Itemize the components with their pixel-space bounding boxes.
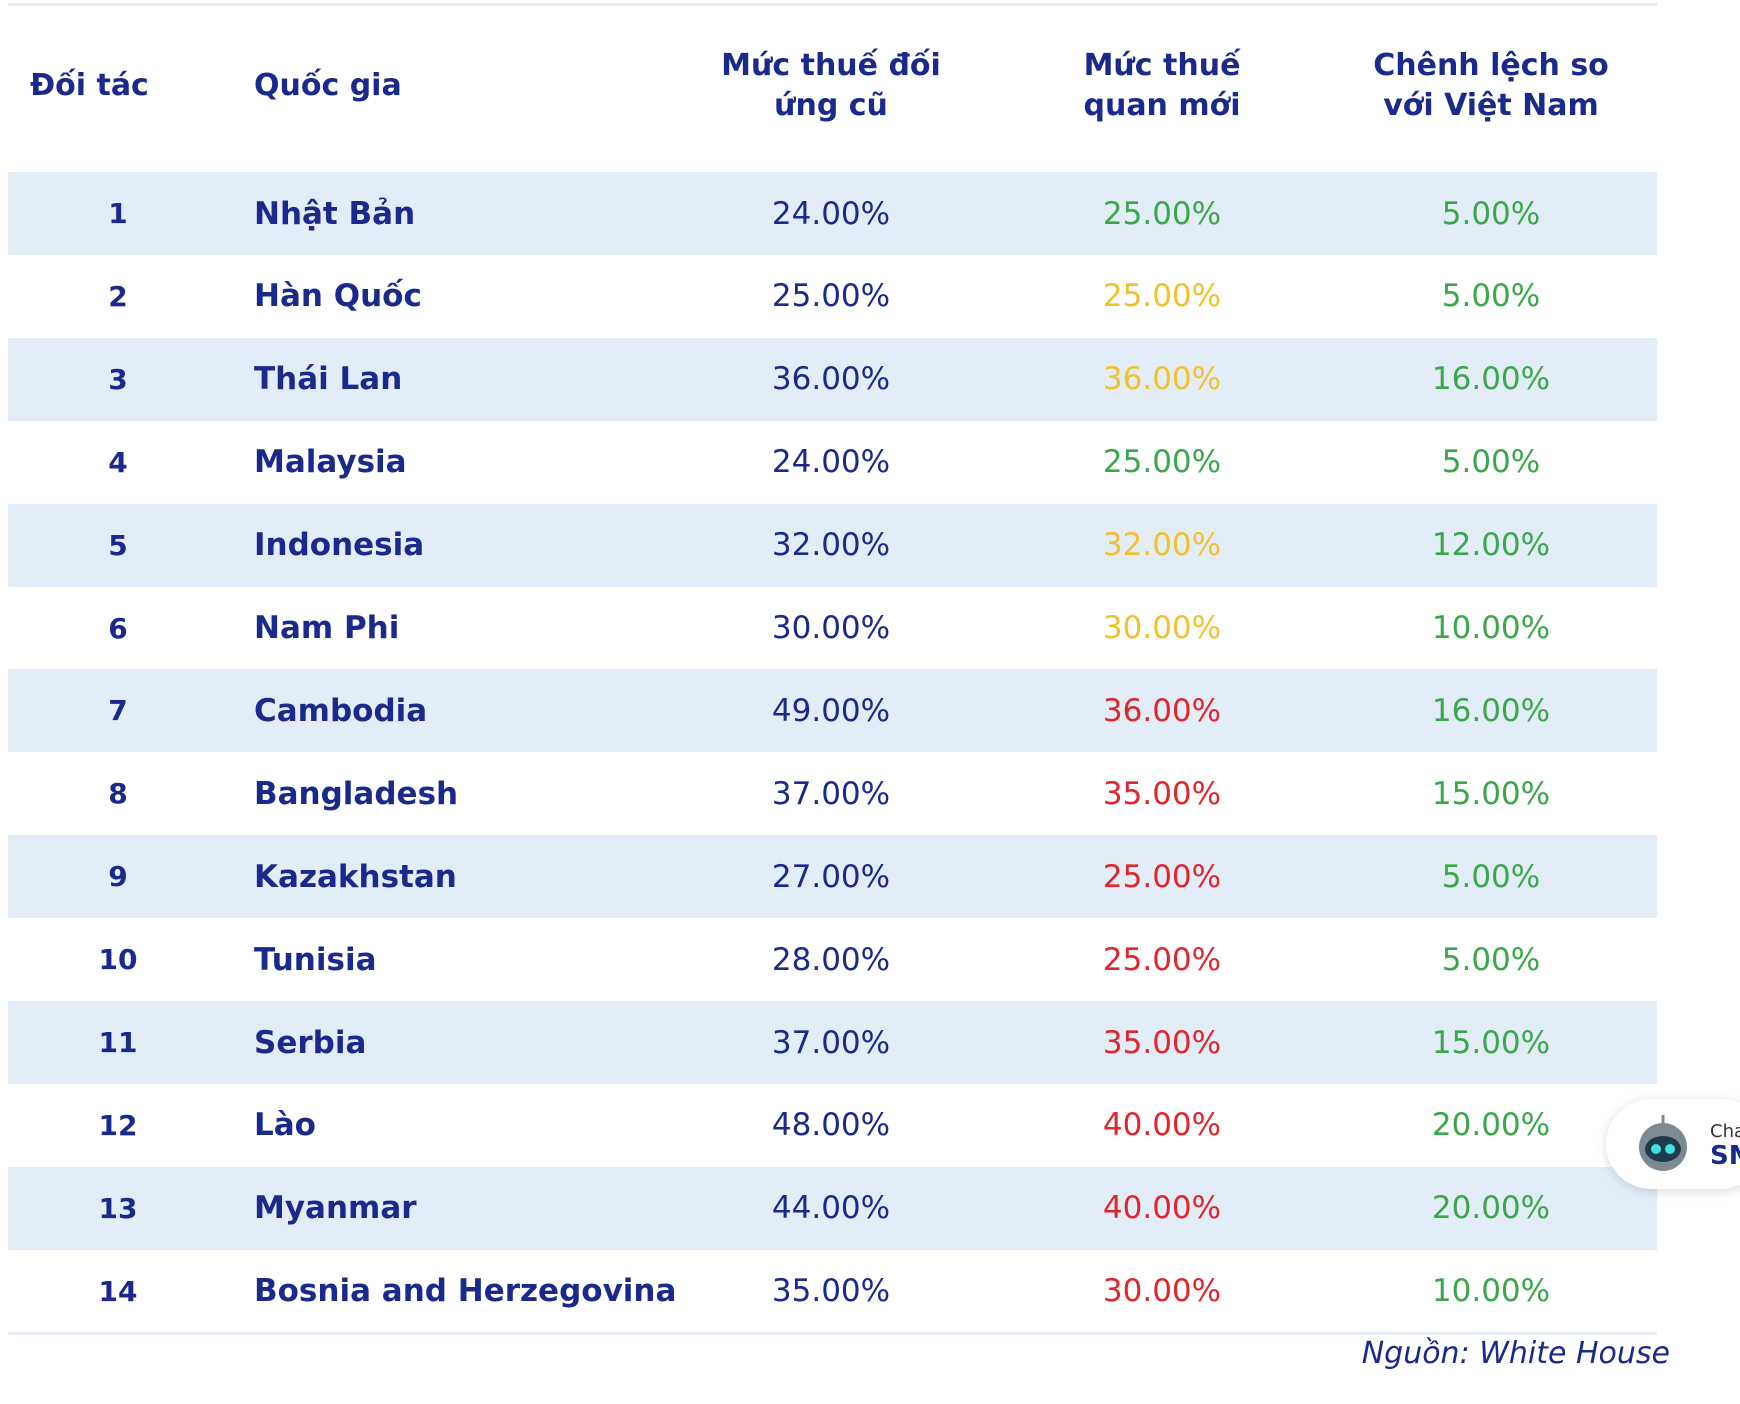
- table-cell: 5.00%: [1441, 195, 1541, 232]
- table-cell: 12: [98, 1108, 138, 1142]
- table-row: 12 Lào 48.00% 40.00% 20.00%: [8, 1084, 1657, 1167]
- table-cell: 4: [108, 445, 128, 479]
- chat-widget[interactable]: Cha SM: [1606, 1099, 1740, 1189]
- table-cell: 32.00%: [771, 527, 891, 564]
- table-cell: 5.00%: [1441, 444, 1541, 481]
- table-row: 10 Tunisia 28.00% 25.00% 5.00%: [8, 918, 1657, 1001]
- table-cell: Cambodia: [254, 692, 428, 729]
- table-cell: 49.00%: [771, 692, 891, 729]
- header-cell: Mức thuế đối ứng cũ: [721, 48, 941, 123]
- table-cell: 9: [108, 860, 128, 894]
- table-cell: 16.00%: [1431, 361, 1551, 398]
- table-cell: 14: [98, 1274, 138, 1308]
- table-cell: Bangladesh: [254, 775, 459, 812]
- table-cell: 8: [108, 777, 128, 811]
- table-row: 13 Myanmar 44.00% 40.00% 20.00%: [8, 1166, 1657, 1250]
- divider: [8, 3, 1657, 6]
- table-cell: 30.00%: [1102, 1273, 1222, 1310]
- table-cell: 28.00%: [771, 941, 891, 978]
- table-row: 9 Kazakhstan 27.00% 25.00% 5.00%: [8, 835, 1657, 919]
- table-cell: 48.00%: [771, 1107, 891, 1144]
- table-cell: 11: [98, 1026, 138, 1059]
- table-cell: Thái Lan: [254, 361, 403, 398]
- table-row: 1 Nhật Bản 24.00% 25.00% 5.00%: [8, 172, 1657, 255]
- table-cell: 16.00%: [1431, 692, 1551, 729]
- table-cell: 40.00%: [1102, 1190, 1222, 1227]
- table-cell: 27.00%: [771, 858, 891, 895]
- table-cell: 25.00%: [1102, 858, 1222, 895]
- header-cell: Chênh lệch so với Việt Nam: [1373, 48, 1609, 123]
- table-row: 3 Thái Lan 36.00% 36.00% 16.00%: [8, 337, 1657, 421]
- source: Nguồn: White House: [1361, 1336, 1670, 1371]
- table-cell: 10.00%: [1431, 610, 1551, 646]
- table-cell: 25.00%: [1102, 444, 1222, 481]
- table-cell: 10: [98, 943, 138, 977]
- table-cell: 32.00%: [1102, 527, 1222, 564]
- table-cell: 12.00%: [1431, 527, 1551, 564]
- table-row: 4 Malaysia 24.00% 25.00% 5.00%: [8, 421, 1657, 504]
- table-row: 8 Bangladesh 37.00% 35.00% 15.00%: [8, 752, 1657, 835]
- table-cell: 6: [108, 611, 128, 645]
- table-cell: 37.00%: [771, 775, 891, 812]
- table-row: 11 Serbia 37.00% 35.00% 15.00%: [8, 1001, 1657, 1084]
- table-cell: 3: [108, 362, 128, 396]
- table-row: 14 Bosnia and Herzegovina 35.00% 30.00% 10.0…: [8, 1250, 1657, 1333]
- table-cell: 36.00%: [1102, 692, 1222, 729]
- table-cell: Myanmar: [254, 1190, 417, 1227]
- table-cell: 24.00%: [771, 444, 891, 481]
- table-cell: 25.00%: [1102, 941, 1222, 978]
- table-cell: 35.00%: [771, 1273, 891, 1310]
- table-cell: Nhật Bản: [254, 195, 416, 232]
- table-cell: Kazakhstan: [254, 858, 457, 895]
- table-cell: Malaysia: [254, 444, 407, 481]
- table-cell: Tunisia: [254, 941, 377, 978]
- table-cell: 40.00%: [1102, 1107, 1222, 1144]
- chat-label: Cha: [1710, 1121, 1740, 1142]
- table-row: 2 Hàn Quốc 25.00% 25.00% 5.00%: [8, 255, 1657, 338]
- header-cell: Mức thuế quan mới: [1083, 48, 1241, 123]
- table-cell: 15.00%: [1431, 775, 1551, 812]
- table-cell: 44.00%: [771, 1190, 891, 1227]
- table-cell: 36.00%: [1102, 361, 1222, 398]
- table-cell: 20.00%: [1431, 1107, 1551, 1144]
- table-cell: 5: [108, 528, 128, 562]
- table-cell: Hàn Quốc: [254, 278, 422, 315]
- table-cell: Lào: [254, 1107, 316, 1144]
- table-cell: 15.00%: [1431, 1024, 1551, 1061]
- table-cell: 25.00%: [1102, 278, 1222, 315]
- header-cell: Đối tác: [30, 68, 149, 103]
- table-cell: 36.00%: [771, 361, 891, 398]
- table-cell: 25.00%: [771, 278, 891, 315]
- table-cell: 30.00%: [1102, 610, 1222, 646]
- divider: [8, 1332, 1657, 1335]
- chat-icon: [1639, 1115, 1687, 1171]
- table-cell: Bosnia and Herzegovina: [254, 1273, 677, 1310]
- table-cell: Serbia: [254, 1024, 367, 1061]
- header-cell: Quốc gia: [254, 68, 402, 103]
- table-cell: 35.00%: [1102, 1024, 1222, 1061]
- table-cell: 5.00%: [1441, 278, 1541, 315]
- table-cell: 35.00%: [1102, 775, 1222, 812]
- table-cell: 5.00%: [1441, 941, 1541, 978]
- table-cell: 5.00%: [1441, 858, 1541, 895]
- table-cell: 37.00%: [771, 1024, 891, 1061]
- table-cell: 2: [108, 279, 128, 313]
- table-cell: 1: [108, 197, 128, 230]
- table-cell: 25.00%: [1102, 195, 1222, 232]
- table-cell: Indonesia: [254, 527, 425, 564]
- table-row: 5 Indonesia 32.00% 32.00% 12.00%: [8, 503, 1657, 587]
- table-cell: 30.00%: [771, 610, 891, 646]
- table-row: 6 Nam Phi 30.00% 30.00% 10.00%: [8, 587, 1657, 670]
- table-cell: 24.00%: [771, 195, 891, 232]
- chat-label: SM: [1710, 1141, 1740, 1171]
- table-cell: 20.00%: [1431, 1190, 1551, 1227]
- table-cell: 13: [98, 1191, 138, 1225]
- table-cell: Nam Phi: [254, 610, 400, 646]
- table-cell: 7: [108, 694, 128, 728]
- table-cell: 10.00%: [1431, 1273, 1551, 1310]
- table-row: 7 Cambodia 49.00% 36.00% 16.00%: [8, 669, 1657, 753]
